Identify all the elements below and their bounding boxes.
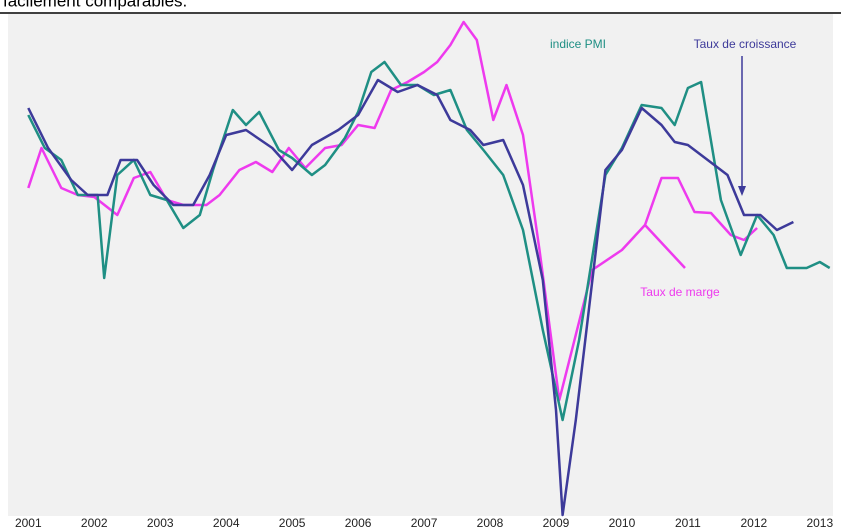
series-label: Taux de croissance — [694, 37, 797, 51]
x-tick-label: 2010 — [609, 516, 636, 530]
x-tick-label: 2009 — [543, 516, 570, 530]
x-tick-label: 2008 — [477, 516, 504, 530]
x-tick-label: 2012 — [740, 516, 767, 530]
x-tick-label: 2007 — [411, 516, 438, 530]
x-tick-label: 2003 — [147, 516, 174, 530]
series-line — [27, 78, 794, 517]
x-tick-label: 2006 — [345, 516, 372, 530]
x-tick-label: 2005 — [279, 516, 306, 530]
plot-area — [8, 14, 833, 516]
arrow-head — [738, 186, 746, 196]
series-line — [27, 20, 758, 402]
series-line — [27, 60, 831, 422]
x-tick-label: 2004 — [213, 516, 240, 530]
x-tick-label: 2002 — [81, 516, 108, 530]
series-label: Taux de marge — [640, 285, 720, 299]
label-leader — [644, 224, 686, 269]
x-tick-label: 2013 — [806, 516, 833, 530]
x-tick-label: 2011 — [675, 516, 701, 530]
x-tick-label: 2001 — [15, 516, 42, 530]
series-label: indice PMI — [550, 37, 606, 51]
caption: facilement comparables. — [3, 0, 187, 10]
